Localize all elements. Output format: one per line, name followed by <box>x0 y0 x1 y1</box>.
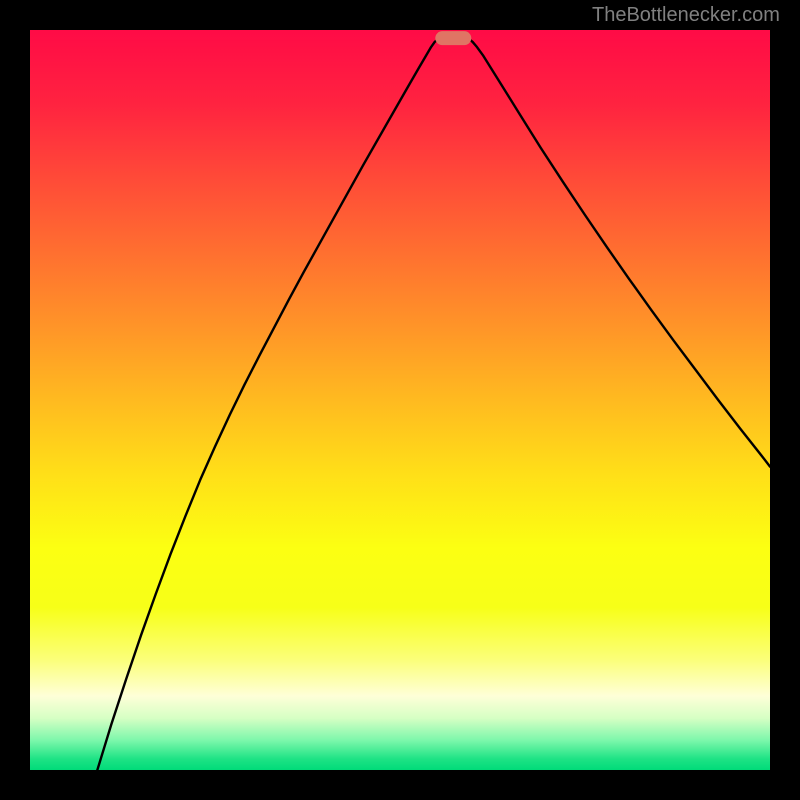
plot-background <box>30 30 770 770</box>
watermark-text: TheBottlenecker.com <box>592 4 780 27</box>
optimal-marker <box>435 31 471 45</box>
bottleneck-chart <box>0 0 800 800</box>
